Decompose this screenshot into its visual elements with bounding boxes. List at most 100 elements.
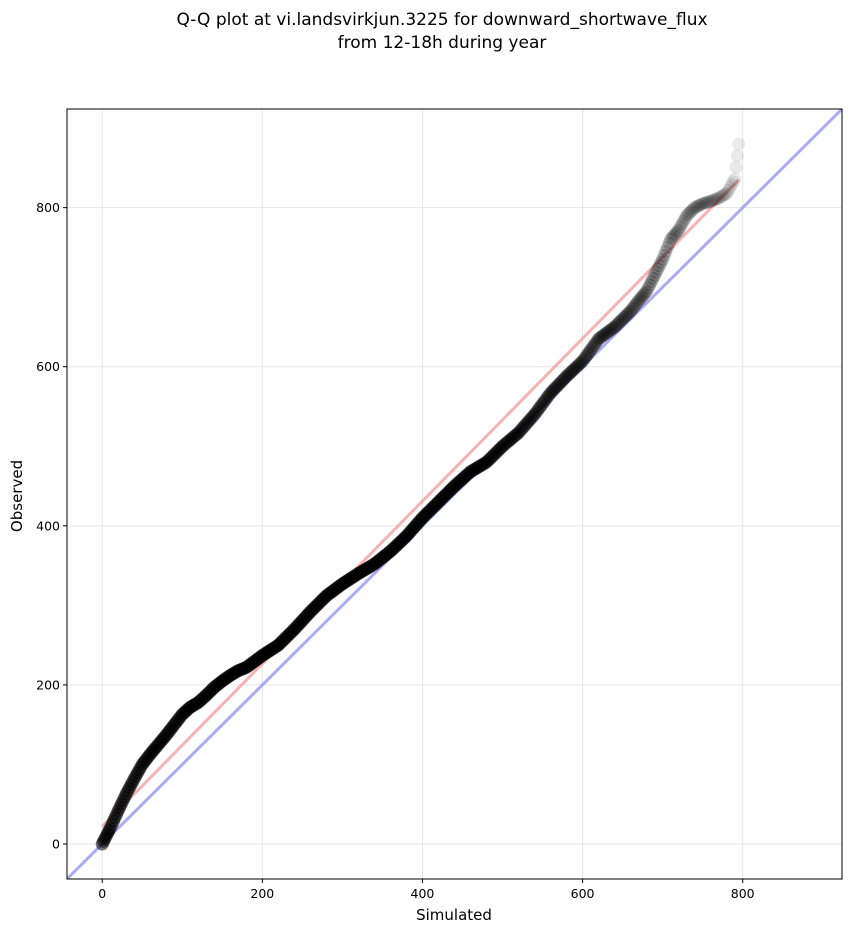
data-point [616,312,630,326]
data-point [520,417,534,431]
data-point [488,447,502,461]
data-point [656,252,670,266]
data-point [489,446,503,460]
data-point [712,191,726,205]
data-point [622,306,636,320]
data-point [676,214,690,228]
data-point [713,190,727,204]
data-point [476,457,490,471]
data-point [624,304,638,318]
data-point [696,197,710,211]
data-point [684,204,698,218]
plot-frame [66,108,843,880]
data-point [683,205,697,219]
data-point [699,196,713,210]
data-point [606,321,620,335]
data-point [470,461,484,475]
data-point [475,458,489,472]
data-point [524,411,538,425]
data-point [649,265,663,279]
data-point [504,433,518,447]
data-point [585,341,599,355]
data-point [588,336,602,350]
data-point [709,192,723,206]
data-point [665,231,679,245]
data-point [612,315,626,329]
data-point [596,328,610,342]
chart-title-line-2: from 12-18h during year [338,33,547,53]
data-point [689,200,703,214]
y-axis-label: Observed [8,460,26,532]
data-point [561,368,575,382]
data-point [553,376,567,390]
data-point [681,207,695,221]
data-point [491,444,505,458]
data-point [478,456,492,470]
data-point [521,415,535,429]
data-point [467,463,481,477]
data-point [632,294,646,308]
data-point [670,225,684,239]
data-point [628,298,642,312]
data-point [587,339,601,353]
data-point [540,390,554,404]
data-point [723,181,737,195]
data-point [518,418,532,432]
x-tick-label: 600 [571,886,595,901]
data-point [500,435,514,449]
data-point [534,399,548,413]
data-point [486,449,500,463]
data-point [497,438,511,452]
axis-ticks: 0 200 400 600 800 0 200 400 600 800 [36,200,755,901]
data-point [630,296,644,310]
data-point [721,183,735,197]
data-point [516,420,530,434]
data-point [558,371,572,385]
data-point [694,197,708,211]
data-point [728,172,742,186]
data-point [651,262,665,276]
data-point [664,232,678,246]
data-point [707,193,721,207]
data-point [659,244,673,258]
data-point [555,374,569,388]
data-point [560,369,574,383]
data-point [566,363,580,377]
data-point [660,240,674,254]
data-point [644,275,658,289]
data-point [582,345,596,359]
data-point [512,426,526,440]
x-tick-label: 200 [250,886,274,901]
data-point [730,149,744,163]
data-point [725,178,739,192]
data-point [592,332,606,346]
data-point [484,450,498,464]
data-point [542,388,556,402]
data-point [638,286,652,300]
data-point [668,227,682,241]
data-point [636,288,650,302]
data-point [529,405,543,419]
data-point [688,201,702,215]
data-point [648,268,662,282]
data-point [531,403,545,417]
data-point [563,366,577,380]
data-point [710,192,724,206]
data-point [620,307,634,321]
data-point [574,356,588,370]
data-point [652,259,666,273]
x-tick-label: 800 [731,886,755,901]
y-tick-label: 0 [52,837,60,852]
data-point [692,198,706,212]
data-point [726,175,740,189]
data-point [572,357,586,371]
data-point [609,318,623,332]
data-point [536,397,550,411]
data-point [548,381,562,395]
data-point [720,186,734,200]
data-point [577,352,591,366]
x-tick-label: 400 [411,886,435,901]
data-point [547,383,561,397]
y-tick-label: 800 [36,200,60,215]
